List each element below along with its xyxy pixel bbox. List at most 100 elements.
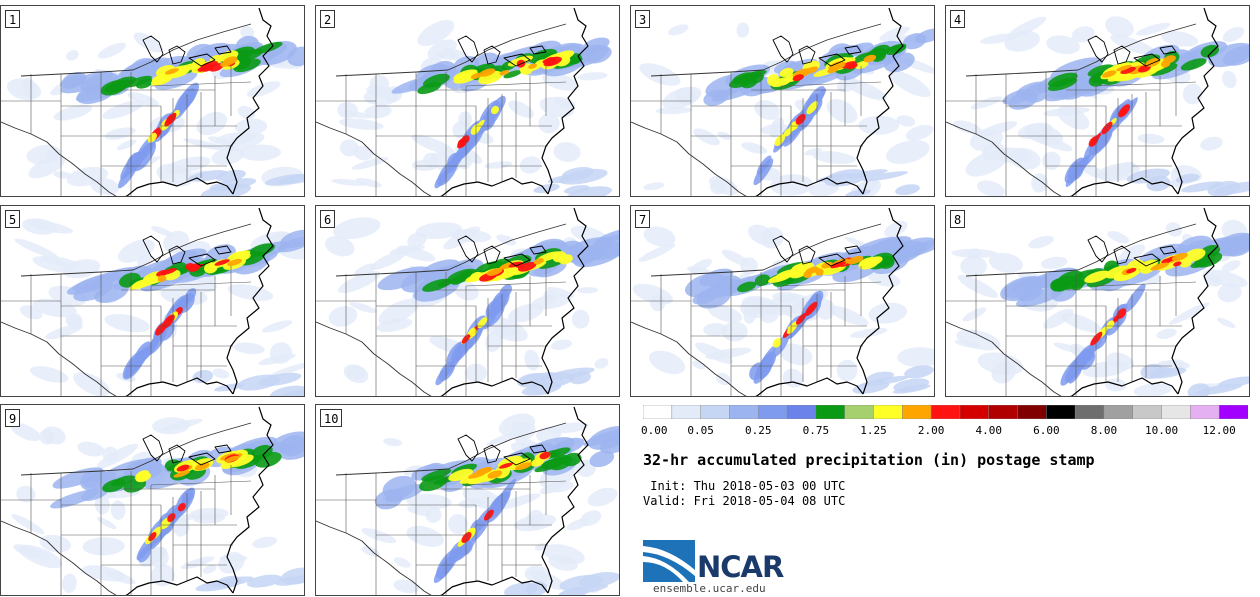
colorbar-tick-label: 0.00 [641,424,668,437]
precip-area [436,50,459,61]
ncar-url: ensemble.ucar.edu [653,582,766,595]
precip-area [1046,35,1081,55]
precip-area [830,261,846,269]
precip-area [1028,235,1054,249]
precip-area [1203,274,1222,287]
precip-area [795,313,807,325]
precip-area [133,32,163,53]
member-map-panel: 8 [945,205,1250,397]
precip-area [643,226,676,247]
precip-area [483,509,494,521]
precip-area [18,544,63,569]
precip-area [227,284,274,301]
precip-area [96,516,117,530]
precip-area [61,573,77,593]
precip-area [160,418,203,432]
precip-area [328,306,358,327]
precip-area [66,166,109,187]
colorbar-tick-label: 8.00 [1090,424,1118,437]
precip-area [721,321,748,342]
precip-area [1136,22,1171,36]
precip-area [110,500,126,520]
colorbar-bin [786,405,817,419]
precip-area [246,81,281,98]
colorbar-bin [757,405,788,419]
precip-area [787,120,799,133]
precip-area [962,307,987,322]
precip-area [1017,286,1042,302]
precip-area [767,74,780,87]
member-map-panel: 10 [315,404,620,596]
precip-area [543,56,562,67]
precip-area [77,441,105,457]
precip-area [531,293,572,310]
precip-area [471,473,488,482]
precip-area [490,105,500,115]
precip-area [32,256,75,273]
precip-area [703,322,728,337]
precip-area [234,118,268,136]
precip-area [1120,66,1136,75]
precip-area [507,303,544,323]
precip-area [760,227,784,249]
precip-area [772,291,802,303]
precip-area [200,64,215,72]
precip-area [147,132,157,143]
precip-area [760,309,779,323]
precip-area [239,144,281,161]
precip-area [417,82,442,95]
colorbar-bin [1190,405,1220,419]
precip-map [631,7,934,196]
precip-area [164,112,177,127]
precip-area [771,334,790,358]
member-map-panel: 4 [945,5,1250,197]
precip-area [854,61,869,69]
member-map-panel: 6 [315,205,620,397]
precip-area [1040,256,1068,270]
precip-colorbar [643,405,1248,419]
precip-area [587,487,618,507]
colorbar-tick-label: 12.00 [1202,424,1236,437]
precip-area [202,564,217,574]
precip-area [515,462,532,471]
precip-area [1221,260,1241,273]
precip-area [177,82,199,111]
precip-area [134,341,152,363]
precip-area [1182,83,1203,105]
precip-area [668,24,689,36]
precip-area [42,426,66,445]
precip-area [1105,16,1134,38]
precip-area [407,232,427,248]
precip-area [1107,230,1130,244]
precip-area [753,356,775,384]
precip-area [1024,123,1064,146]
precip-area [1202,269,1248,288]
precip-area [498,462,513,469]
colorbar-bin [959,405,990,419]
precip-area [172,514,195,524]
precip-area [769,117,785,138]
precip-area [65,314,82,328]
precip-area [1104,378,1127,392]
precip-area [136,470,149,478]
precip-map [316,406,619,595]
precip-area [579,572,619,588]
precip-area [1051,278,1071,292]
precip-area [60,71,114,94]
precip-area [378,298,420,325]
precip-map [1,406,304,595]
precip-area [960,256,987,277]
precip-area [236,374,281,391]
precip-area [1208,42,1249,68]
precip-area [278,173,304,185]
member-number-label: 2 [320,10,336,28]
precip-area [853,51,877,64]
precip-area [1200,136,1223,151]
colorbar-bin [988,405,1019,419]
precip-area [1221,70,1237,89]
precip-area [218,552,245,574]
precip-map [946,207,1249,396]
precip-area [643,182,665,191]
precip-area [346,365,366,380]
precip-area [133,141,157,172]
